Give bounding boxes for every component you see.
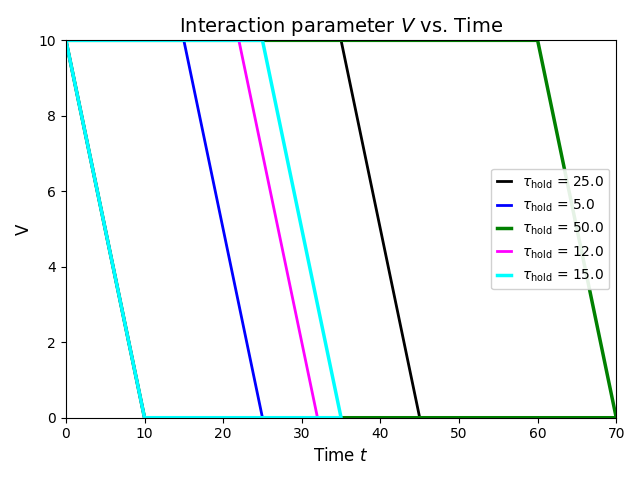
X-axis label: Time $t$: Time $t$ <box>314 447 369 465</box>
$\tau_{\mathrm{hold}}$ = 12.0 <box>62 37 70 43</box>
$\tau_{\mathrm{hold}}$ = 15.0 <box>337 415 345 420</box>
$\tau_{\mathrm{hold}}$ = 50.0 <box>141 415 148 420</box>
$\tau_{\mathrm{hold}}$ = 5.0 <box>62 37 70 43</box>
$\tau_{\mathrm{hold}}$ = 15.0 <box>259 37 266 43</box>
$\tau_{\mathrm{hold}}$ = 50.0 <box>62 37 70 43</box>
$\tau_{\mathrm{hold}}$ = 12.0 <box>62 37 70 43</box>
Line: $\tau_{\mathrm{hold}}$ = 12.0: $\tau_{\mathrm{hold}}$ = 12.0 <box>66 40 317 418</box>
Line: $\tau_{\mathrm{hold}}$ = 25.0: $\tau_{\mathrm{hold}}$ = 25.0 <box>66 40 420 418</box>
$\tau_{\mathrm{hold}}$ = 5.0 <box>62 37 70 43</box>
$\tau_{\mathrm{hold}}$ = 12.0 <box>314 415 321 420</box>
$\tau_{\mathrm{hold}}$ = 5.0 <box>141 415 148 420</box>
$\tau_{\mathrm{hold}}$ = 25.0 <box>62 37 70 43</box>
$\tau_{\mathrm{hold}}$ = 15.0 <box>62 37 70 43</box>
$\tau_{\mathrm{hold}}$ = 15.0 <box>141 415 148 420</box>
$\tau_{\mathrm{hold}}$ = 5.0 <box>259 415 266 420</box>
Line: $\tau_{\mathrm{hold}}$ = 5.0: $\tau_{\mathrm{hold}}$ = 5.0 <box>66 40 262 418</box>
$\tau_{\mathrm{hold}}$ = 25.0 <box>337 37 345 43</box>
$\tau_{\mathrm{hold}}$ = 50.0 <box>534 37 541 43</box>
$\tau_{\mathrm{hold}}$ = 12.0 <box>141 415 148 420</box>
Line: $\tau_{\mathrm{hold}}$ = 50.0: $\tau_{\mathrm{hold}}$ = 50.0 <box>66 40 616 418</box>
$\tau_{\mathrm{hold}}$ = 25.0 <box>416 415 424 420</box>
$\tau_{\mathrm{hold}}$ = 50.0 <box>612 415 620 420</box>
Legend: $\tau_{\mathrm{hold}}$ = 25.0, $\tau_{\mathrm{hold}}$ = 5.0, $\tau_{\mathrm{hold: $\tau_{\mathrm{hold}}$ = 25.0, $\tau_{\m… <box>491 168 609 289</box>
Y-axis label: V: V <box>15 223 33 235</box>
$\tau_{\mathrm{hold}}$ = 12.0 <box>235 37 243 43</box>
$\tau_{\mathrm{hold}}$ = 25.0 <box>141 415 148 420</box>
$\tau_{\mathrm{hold}}$ = 15.0 <box>62 37 70 43</box>
$\tau_{\mathrm{hold}}$ = 25.0 <box>62 37 70 43</box>
$\tau_{\mathrm{hold}}$ = 5.0 <box>180 37 188 43</box>
Line: $\tau_{\mathrm{hold}}$ = 15.0: $\tau_{\mathrm{hold}}$ = 15.0 <box>66 40 341 418</box>
$\tau_{\mathrm{hold}}$ = 50.0 <box>62 37 70 43</box>
Title: Interaction parameter $V$ vs. Time: Interaction parameter $V$ vs. Time <box>179 15 503 38</box>
